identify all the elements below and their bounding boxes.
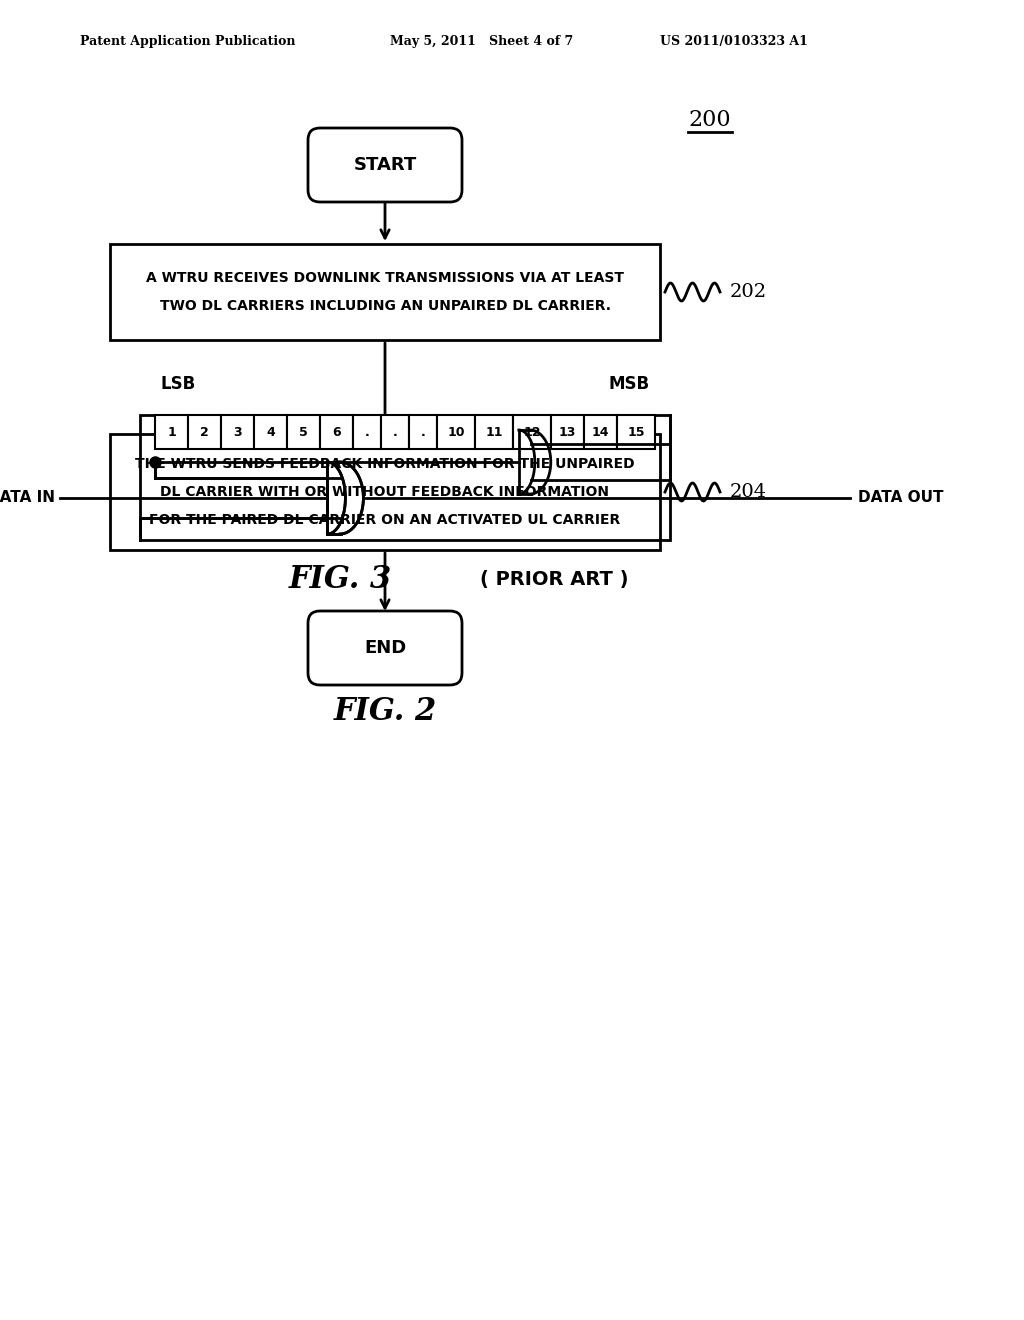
- Text: US 2011/0103323 A1: US 2011/0103323 A1: [660, 36, 808, 49]
- Bar: [381, 414, 409, 449]
- Text: 6: 6: [332, 425, 341, 438]
- Text: LSB: LSB: [160, 375, 196, 393]
- FancyBboxPatch shape: [308, 611, 462, 685]
- Text: 15: 15: [628, 425, 645, 438]
- Text: DL CARRIER WITH OR WITHOUT FEEDBACK INFORMATION: DL CARRIER WITH OR WITHOUT FEEDBACK INFO…: [161, 484, 609, 499]
- Text: .: .: [365, 425, 370, 438]
- Text: END: END: [364, 639, 407, 657]
- Bar: [513, 414, 551, 449]
- Text: MSB: MSB: [609, 375, 650, 393]
- Text: 11: 11: [485, 425, 503, 438]
- Text: A WTRU RECEIVES DOWNLINK TRANSMISSIONS VIA AT LEAST: A WTRU RECEIVES DOWNLINK TRANSMISSIONS V…: [146, 271, 624, 285]
- Bar: [155, 414, 188, 449]
- Text: 10: 10: [447, 425, 465, 438]
- Bar: [110, 434, 660, 550]
- Text: 5: 5: [299, 425, 308, 438]
- Text: 204: 204: [730, 483, 767, 502]
- Text: May 5, 2011   Sheet 4 of 7: May 5, 2011 Sheet 4 of 7: [390, 36, 573, 49]
- Text: FOR THE PAIRED DL CARRIER ON AN ACTIVATED UL CARRIER: FOR THE PAIRED DL CARRIER ON AN ACTIVATE…: [150, 513, 621, 527]
- Text: THE WTRU SENDS FEEDBACK INFORMATION FOR THE UNPAIRED: THE WTRU SENDS FEEDBACK INFORMATION FOR …: [135, 457, 635, 471]
- Text: 13: 13: [559, 425, 577, 438]
- Bar: [475, 414, 513, 449]
- Bar: [188, 414, 221, 449]
- Bar: [140, 414, 670, 540]
- Text: 4: 4: [266, 425, 274, 438]
- Bar: [353, 414, 381, 449]
- Text: 200: 200: [689, 110, 731, 131]
- Text: 202: 202: [730, 282, 767, 301]
- Bar: [437, 414, 475, 449]
- Text: 3: 3: [233, 425, 242, 438]
- Bar: [110, 244, 660, 341]
- Bar: [617, 414, 655, 449]
- Text: .: .: [421, 425, 425, 438]
- Bar: [221, 414, 254, 449]
- Bar: [254, 414, 287, 449]
- Bar: [584, 414, 617, 449]
- Bar: [319, 414, 353, 449]
- Bar: [287, 414, 319, 449]
- Text: 1: 1: [167, 425, 176, 438]
- Text: START: START: [353, 156, 417, 174]
- Bar: [409, 414, 437, 449]
- FancyBboxPatch shape: [308, 128, 462, 202]
- Text: Patent Application Publication: Patent Application Publication: [80, 36, 296, 49]
- Text: FIG. 3: FIG. 3: [289, 565, 391, 595]
- Text: ( PRIOR ART ): ( PRIOR ART ): [480, 570, 629, 590]
- Text: 14: 14: [592, 425, 609, 438]
- Text: TWO DL CARRIERS INCLUDING AN UNPAIRED DL CARRIER.: TWO DL CARRIERS INCLUDING AN UNPAIRED DL…: [160, 300, 610, 313]
- Text: DATA IN: DATA IN: [0, 491, 55, 506]
- Text: FIG. 2: FIG. 2: [334, 697, 436, 727]
- Bar: [551, 414, 584, 449]
- Text: 2: 2: [200, 425, 209, 438]
- Text: DATA OUT: DATA OUT: [858, 491, 943, 506]
- Text: 12: 12: [523, 425, 541, 438]
- Text: .: .: [392, 425, 397, 438]
